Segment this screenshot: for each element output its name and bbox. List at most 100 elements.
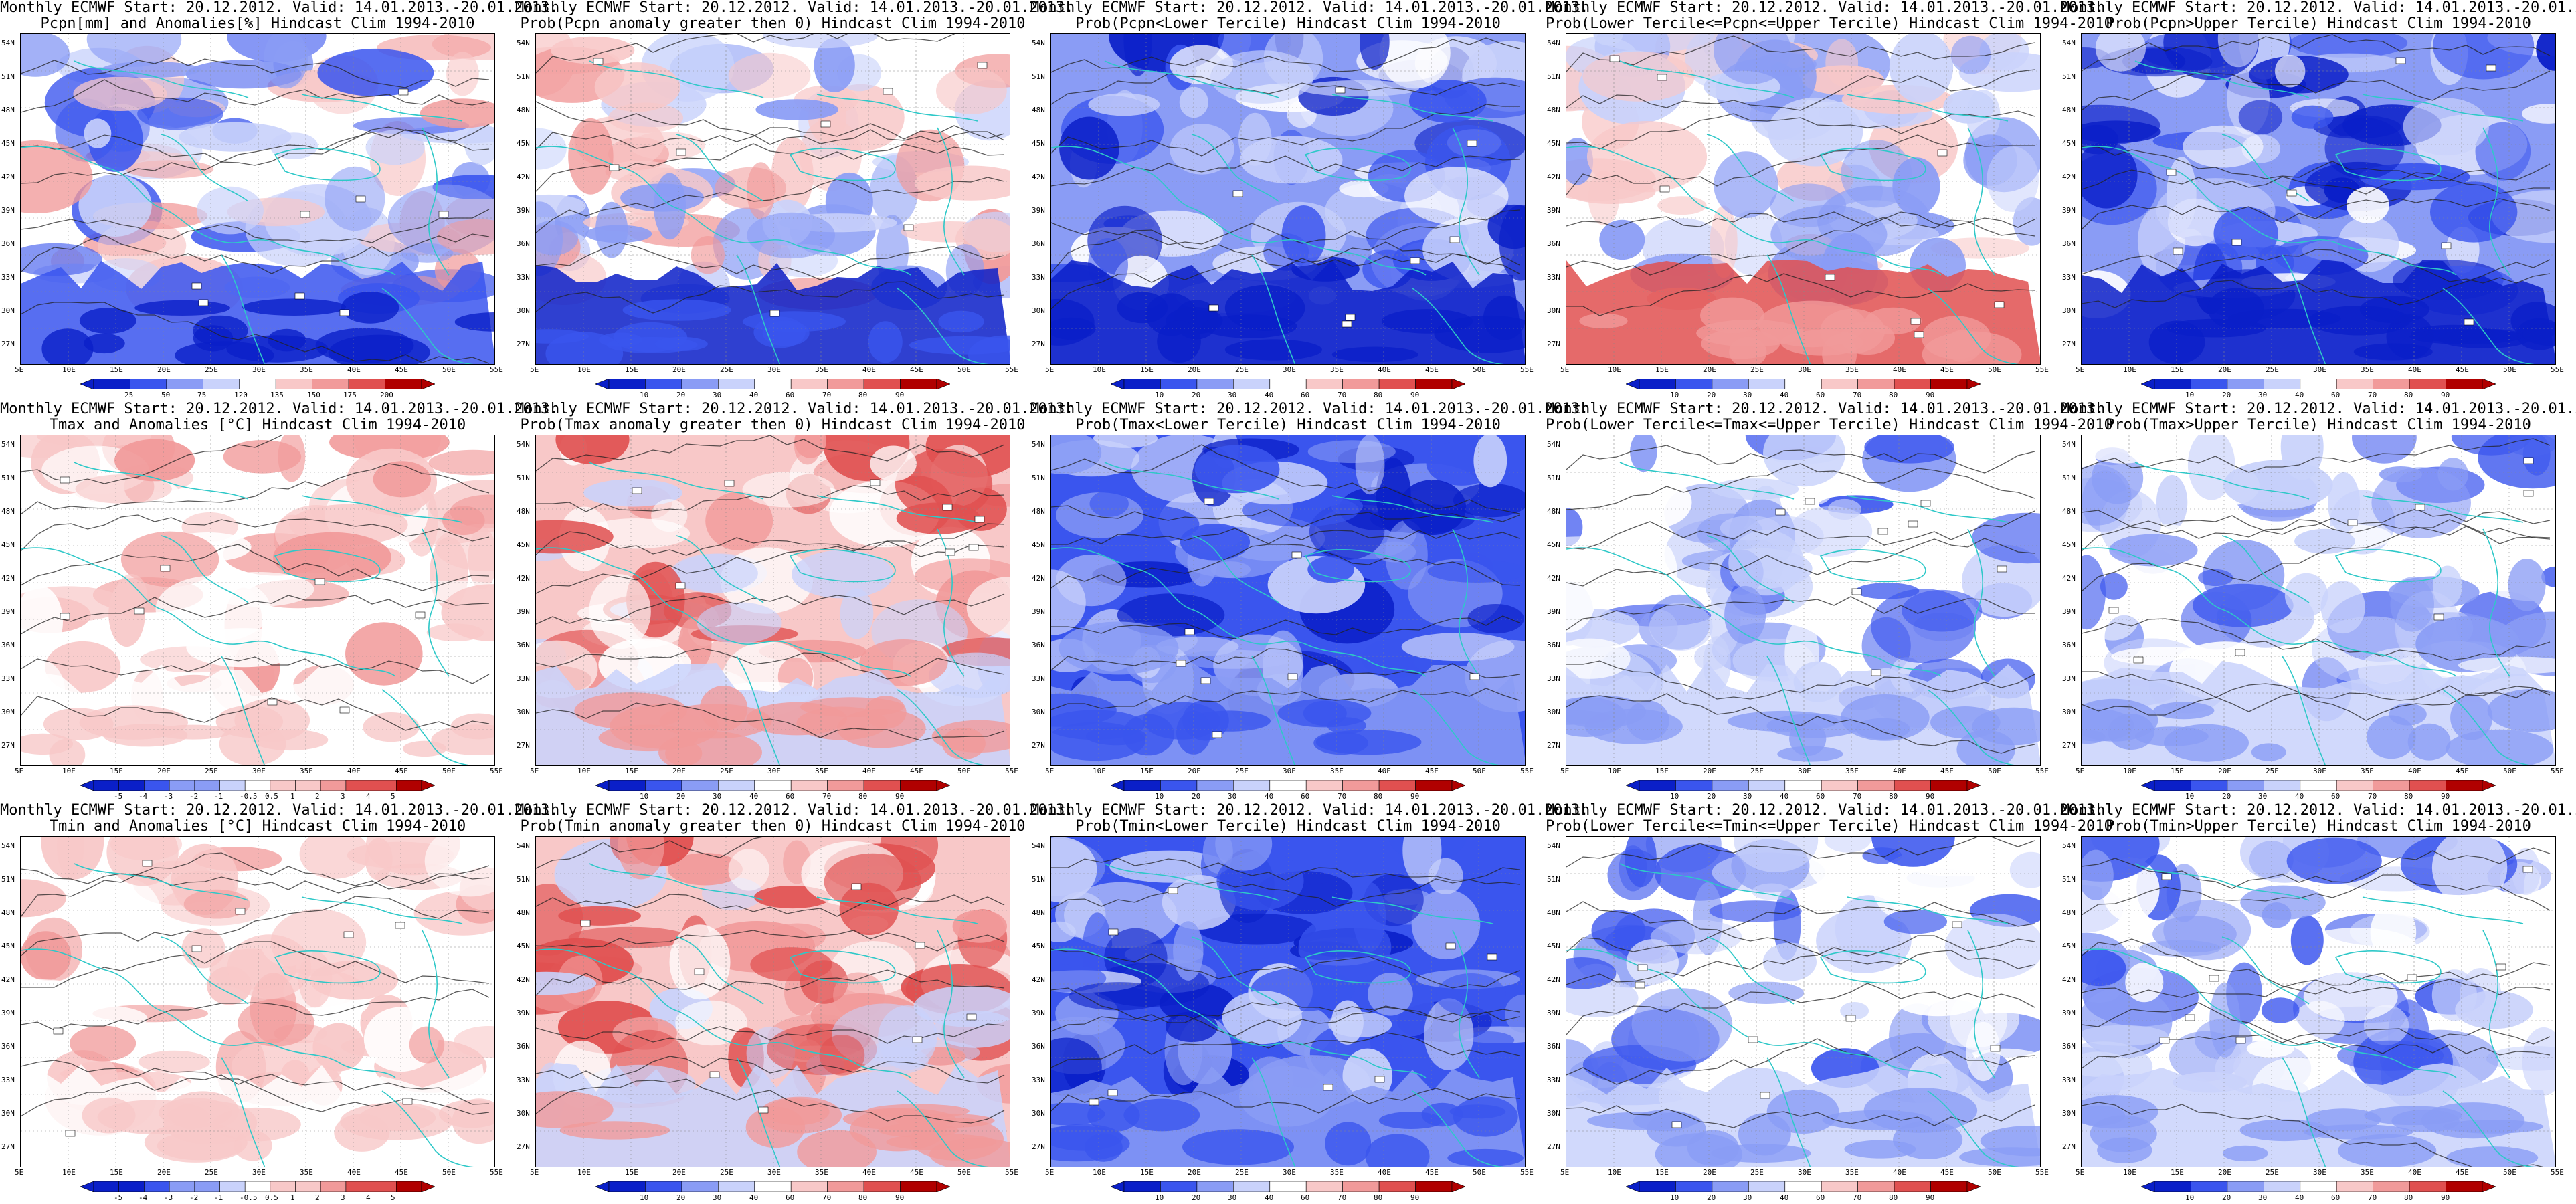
panel-title-line1: Monthly ECMWF Start: 20.12.2012. Valid: … [2061,401,2576,417]
colorbar-segment [827,780,864,791]
lon-tick-label: 10E [2123,365,2136,374]
colorbar-tick-label: -2 [189,1193,199,1202]
colorbar-segment [2191,1181,2228,1192]
colorbar-segment [144,1181,170,1192]
colorbar-tick-label: 10 [640,792,649,801]
lon-tick-label: 40E [2408,767,2421,775]
colorbar-segment [1378,780,1416,791]
colorbar-segment [2154,1181,2191,1192]
lon-tick-label: 25E [1235,767,1249,775]
colorbar-tick-label: 40 [749,1193,759,1202]
lon-tick-label: 50E [1988,767,2001,775]
forecast-panel: Monthly ECMWF Start: 20.12.2012. Valid: … [1030,401,1588,803]
lat-tick-label: 54N [1547,39,1560,47]
lat-tick-label: 27N [1547,340,1560,348]
colorbar-tick-label: 30 [2258,391,2268,399]
colorbar-tick-label: 30 [1743,1193,1752,1202]
lat-tick-label: 51N [1032,875,1045,884]
lat-tick-label: 30N [1032,708,1045,716]
lon-tick-label: 25E [1750,1168,1764,1177]
lon-tick-label: 25E [1750,767,1764,775]
lat-tick-label: 30N [2062,708,2076,716]
map-field [21,837,494,1167]
panel-title-line2: Prob(Tmin>Upper Tercile) Hindcast Clim 1… [2106,818,2531,835]
colorbar-segment [1378,379,1416,389]
lon-tick-label: 55E [1520,767,1534,775]
colorbar-tick-label: 90 [2441,792,2450,801]
colorbar-segment [1269,379,1307,389]
lat-tick-label: 45N [2062,540,2076,549]
forecast-map [20,836,495,1167]
colorbar-segment [681,780,719,791]
colorbar-tick-label: 20 [1192,1193,1201,1202]
lat-tick-label: 33N [1547,674,1560,683]
colorbar-tick-label: 80 [858,792,868,801]
colorbar-tick-label: 10 [1155,391,1164,399]
colorbar-tick-label: 30 [2258,792,2268,801]
colorbar-segment [1784,780,1822,791]
lon-tick-label: 5E [1045,1168,1054,1177]
lat-tick-label: 45N [2062,942,2076,950]
colorbar-tick-label: 2 [315,1193,320,1202]
forecast-map [1050,836,1526,1167]
colorbar-tick-label: -5 [114,792,123,801]
colorbar-segment [1857,379,1895,389]
colorbar-segment [1675,1181,1713,1192]
panel-title-line1: Monthly ECMWF Start: 20.12.2012. Valid: … [515,802,1074,819]
lon-tick-label: 5E [530,365,539,374]
colorbar-segment [1160,1181,1198,1192]
colorbar-segment [1233,780,1271,791]
colorbar-segment [345,1181,371,1192]
map-field [2082,837,2555,1167]
lon-tick-label: 10E [62,767,76,775]
forecast-panel: Monthly ECMWF Start: 20.12.2012. Valid: … [515,0,1074,401]
lon-tick-label: 30E [252,1168,266,1177]
colorbar-tick-label: 40 [2295,792,2304,801]
colorbar-segment [1639,780,1676,791]
lat-tick-label: 51N [2062,474,2076,482]
lat-tick-label: 36N [517,239,530,248]
lon-tick-label: 35E [1330,1168,1344,1177]
colorbar-tick-label: 50 [161,391,171,399]
panel-title-line1: Monthly ECMWF Start: 20.12.2012. Valid: … [0,802,559,819]
lat-tick-label: 45N [1547,942,1560,950]
colorbar-segment [1894,379,1931,389]
colorbar-segment [645,1181,682,1192]
lat-tick-label: 36N [517,1042,530,1051]
colorbar-tick-label: 5 [391,1193,395,1202]
colorbar-segment [371,1181,397,1192]
lat-tick-label: 42N [1032,975,1045,984]
colorbar-segment [320,1181,347,1192]
colorbar-tick-label: 60 [1816,1193,1825,1202]
panel-title-line2: Prob(Pcpn anomaly greater then 0) Hindca… [520,15,1026,32]
colorbar-segment [2373,379,2410,389]
colorbar-tick-label: 90 [2441,1193,2450,1202]
lat-tick-label: 45N [1,139,15,148]
lon-tick-label: 20E [1703,365,1716,374]
forecast-panel: Monthly ECMWF Start: 20.12.2012. Valid: … [515,802,1074,1204]
lon-tick-label: 15E [625,1168,638,1177]
colorbar-segment [93,379,130,389]
colorbar [1111,379,1465,389]
panel-title-line1: Monthly ECMWF Start: 20.12.2012. Valid: … [515,0,1074,16]
colorbar-tick-label: 30 [713,1193,722,1202]
colorbar-tick-label: 70 [1853,391,1862,399]
colorbar-segment [1269,780,1307,791]
colorbar-segment [1233,1181,1271,1192]
lat-tick-label: 48N [1547,106,1560,114]
colorbar-tick-label: 60 [786,391,795,399]
lat-tick-label: 33N [2062,674,2076,683]
colorbar-tick-label: 20 [676,391,686,399]
colorbar-segment [754,1181,792,1192]
forecast-map [1566,435,2041,766]
colorbar-segment [1712,1181,1749,1192]
lon-tick-label: 25E [1235,1168,1249,1177]
lat-tick-label: 36N [1032,239,1045,248]
colorbar-tick-label: 150 [307,391,320,399]
colorbar-segment [790,379,828,389]
lon-tick-label: 45E [2456,365,2469,374]
colorbar-tick-label: 30 [1228,391,1237,399]
lat-tick-label: 42N [517,975,530,984]
colorbar-segment [194,1181,220,1192]
lon-tick-label: 35E [1845,767,1859,775]
